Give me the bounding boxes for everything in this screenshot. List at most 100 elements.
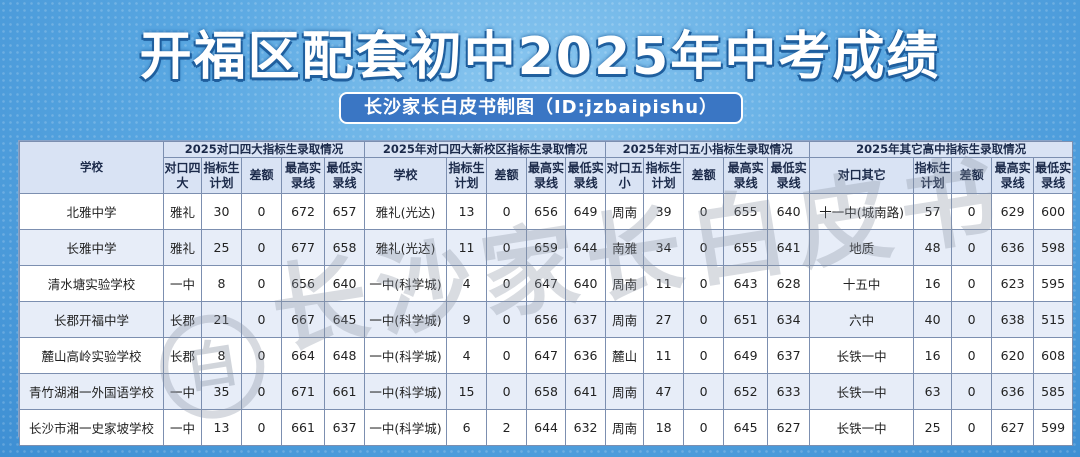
table-cell: 一中(科学城)	[364, 373, 448, 410]
table-cell: 656	[526, 301, 567, 338]
sub-header-cell: 最高实录线	[723, 157, 769, 194]
table-cell: 雅礼	[163, 193, 202, 230]
sub-header-cell: 指标生计划	[446, 157, 488, 194]
table-cell: 周南	[605, 265, 645, 302]
table-cell: 40	[913, 301, 953, 338]
sub-header-cell: 差额	[951, 157, 993, 194]
table-cell: 0	[683, 337, 725, 374]
table-cell: 0	[486, 265, 528, 302]
table-cell: 651	[723, 301, 769, 338]
table-cell: 长铁一中	[809, 337, 915, 374]
table-cell: 599	[1033, 409, 1074, 446]
sub-header-cell: 差额	[241, 157, 282, 194]
table-cell: 0	[241, 301, 282, 338]
table-cell: 652	[723, 373, 769, 410]
table-cell: 600	[1033, 193, 1074, 230]
sub-header-cell: 学校	[364, 157, 448, 194]
table-cell: 34	[643, 229, 685, 266]
table-cell: 0	[683, 409, 725, 446]
sub-header-cell: 最低实录线	[1033, 157, 1074, 194]
table-row: 麓山高岭实验学校 长郡 8 0 664 648 一中(科学城) 4 0 647 636 麓山 11 0 64…	[19, 337, 1074, 374]
table-cell: 634	[767, 301, 811, 338]
table-cell: 35	[201, 373, 242, 410]
sub-header-cell: 最低实录线	[323, 157, 366, 194]
table-row: 长沙市湘一史家坡学校 一中 13 0 661 637 一中(科学城) 6 2 644 632 周南 18…	[19, 409, 1074, 446]
table-cell: 2	[486, 409, 528, 446]
sub-header-cell: 对口四大	[163, 157, 202, 194]
table-cell: 0	[486, 337, 528, 374]
table-row: 北雅中学 雅礼 30 0 672 657 雅礼(光达) 13 0 656 649 周南 39 0 655 64…	[19, 193, 1074, 230]
table-cell: 632	[565, 409, 607, 446]
table-cell: 48	[913, 229, 953, 266]
table-cell: 647	[526, 265, 567, 302]
table-cell: 周南	[605, 373, 645, 410]
table-cell: 0	[241, 373, 282, 410]
table-cell: 21	[201, 301, 242, 338]
school-name-cell: 长郡开福中学	[19, 301, 164, 338]
table-cell: 0	[241, 337, 282, 374]
table-cell: 672	[281, 193, 325, 230]
table-cell: 608	[1033, 337, 1074, 374]
table-cell: 一中	[163, 265, 202, 302]
table-cell: 640	[767, 193, 811, 230]
table-cell: 25	[201, 229, 242, 266]
table-cell: 636	[565, 337, 607, 374]
sub-header-cell: 最低实录线	[767, 157, 811, 194]
table-cell: 9	[446, 301, 488, 338]
table-row: 清水塘实验学校 一中 8 0 656 640 一中(科学城) 4 0 647 640 周南 11 0 643…	[19, 265, 1074, 302]
table-cell: 周南	[605, 301, 645, 338]
table-cell: 0	[683, 301, 725, 338]
table-body: 北雅中学 雅礼 30 0 672 657 雅礼(光达) 13 0 656 649 周南 39 0 655 64…	[19, 193, 1074, 446]
table-row: 长雅中学 雅礼 25 0 677 658 雅礼(光达) 11 0 659 644 南雅 34 0 655 64…	[19, 229, 1074, 266]
school-name-cell: 麓山高岭实验学校	[19, 337, 164, 374]
header-group-1: 2025对口四大指标生录取情况	[162, 141, 366, 158]
table-cell: 30	[201, 193, 242, 230]
table-cell: 677	[281, 229, 325, 266]
sub-header-cell: 差额	[486, 157, 528, 194]
table-cell: 南雅	[605, 229, 645, 266]
table-cell: 657	[323, 193, 366, 230]
table-cell: 595	[1033, 265, 1074, 302]
table-cell: 16	[913, 337, 953, 374]
table-cell: 地质	[809, 229, 915, 266]
table-cell: 11	[643, 337, 685, 374]
table-cell: 0	[486, 229, 528, 266]
table-cell: 13	[201, 409, 242, 446]
table-cell: 周南	[605, 193, 645, 230]
table-cell: 0	[241, 409, 282, 446]
table-cell: 16	[913, 265, 953, 302]
table-cell: 637	[565, 301, 607, 338]
school-name-cell: 长沙市湘一史家坡学校	[19, 409, 164, 446]
sub-header-cell: 最低实录线	[565, 157, 607, 194]
table-cell: 0	[241, 193, 282, 230]
table-cell: 27	[643, 301, 685, 338]
sub-header-cell: 对口五小	[605, 157, 645, 194]
table-cell: 645	[323, 301, 366, 338]
sub-header-cell: 指标生计划	[913, 157, 953, 194]
table-cell: 11	[446, 229, 488, 266]
table-row: 青竹湖湘一外国语学校 一中 35 0 671 661 一中(科学城) 15 0 658 641 周南 4…	[19, 373, 1074, 410]
sub-header-cell: 指标生计划	[201, 157, 242, 194]
table-cell: 0	[486, 193, 528, 230]
table-cell: 47	[643, 373, 685, 410]
table-cell: 637	[323, 409, 366, 446]
sub-header-cell: 最高实录线	[281, 157, 325, 194]
table-cell: 640	[323, 265, 366, 302]
header-group-4: 2025年其它高中指标生录取情况	[809, 141, 1074, 158]
table-cell: 长郡	[163, 301, 202, 338]
table-cell: 0	[486, 373, 528, 410]
sub-header-cell: 最高实录线	[991, 157, 1035, 194]
table-cell: 645	[723, 409, 769, 446]
table-cell: 664	[281, 337, 325, 374]
table-cell: 麓山	[605, 337, 645, 374]
table-cell: 648	[323, 337, 366, 374]
table-cell: 658	[526, 373, 567, 410]
table-cell: 13	[446, 193, 488, 230]
table-cell: 636	[991, 373, 1035, 410]
table-cell: 57	[913, 193, 953, 230]
table-cell: 一中	[163, 409, 202, 446]
table-cell: 63	[913, 373, 953, 410]
table-cell: 0	[951, 193, 993, 230]
table-cell: 620	[991, 337, 1035, 374]
page-title: 开福区配套初中2025年中考成绩	[139, 27, 941, 87]
